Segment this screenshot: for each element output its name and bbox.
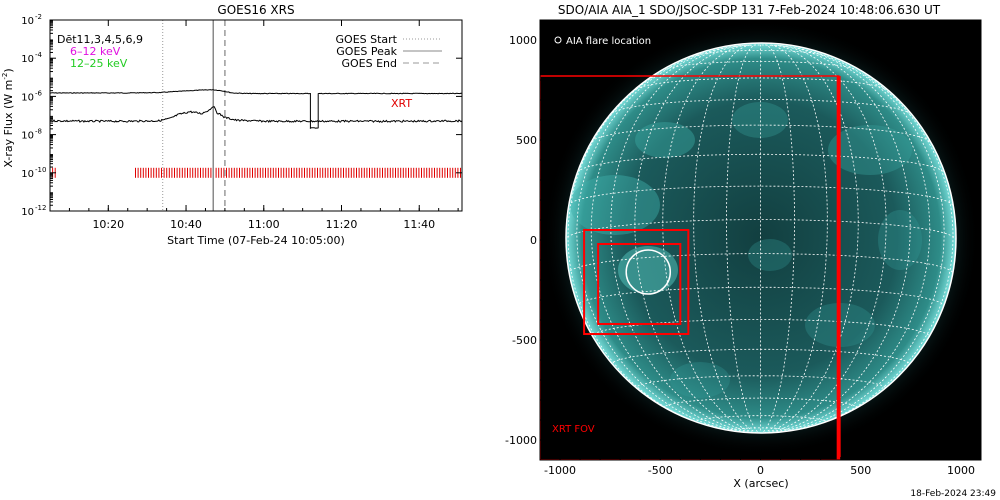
grid-longitude-line <box>610 45 761 433</box>
grid-longitude-line <box>760 44 859 433</box>
grid-latitude-line <box>634 375 887 389</box>
aia-x-tick-label: -500 <box>648 464 673 477</box>
goes-lightcurve-0 <box>50 89 462 129</box>
goes-legend-right: GOES Start GOES Peak GOES End <box>336 33 442 70</box>
goes-x-tick-label: 10:40 <box>170 218 202 231</box>
goes-y-tick-exponent: -4 <box>35 51 43 59</box>
aia-x-tick-label: 0 <box>757 464 764 477</box>
legend-12-25-kev: 12–25 keV <box>70 57 128 70</box>
goes-y-tick-label: 10 <box>21 16 34 27</box>
goes-xrt-label: XRT <box>391 97 412 110</box>
aia-title: SDO/AIA AIA_1 SDO/JSOC-SDP 131 7-Feb-202… <box>558 3 941 17</box>
aia-x-tick-label: 500 <box>850 464 871 477</box>
aia-x-axis-label: X (arcsec) <box>733 477 788 490</box>
legend-goes-peak: GOES Peak <box>336 45 397 58</box>
xrt-pointing-box-1 <box>597 243 682 325</box>
aia-legend-label: AIA flare location <box>566 36 651 47</box>
sun-disk <box>566 43 956 433</box>
goes-y-tick-label: 10 <box>21 131 34 142</box>
aia-x-tick-label: -1000 <box>544 464 576 477</box>
sun-limb <box>565 42 957 434</box>
goes-y-tick-label: 10 <box>21 54 34 65</box>
goes-x-tick-label: 10:20 <box>92 218 124 231</box>
legend-goes-start: GOES Start <box>336 33 398 46</box>
goes-y-axis-label: X-ray Flux (W m-2) <box>1 68 15 167</box>
grid-longitude-line <box>634 44 761 433</box>
grid-longitude-line <box>760 44 887 433</box>
goes-x-tick-label: 11:00 <box>248 218 280 231</box>
goes-y-tick-exponent: -8 <box>35 128 42 136</box>
goes-x-axis: 10:20 10:40 11:00 11:20 11:40 <box>49 20 459 231</box>
grid-longitude-line <box>662 44 761 433</box>
goes-y-tick-exponent: -6 <box>35 89 43 97</box>
aia-panel: SDO/AIA AIA_1 SDO/JSOC-SDP 131 7-Feb-202… <box>505 3 982 490</box>
aia-y-axis: -1000 -500 0 500 1000 <box>505 34 546 447</box>
goes-y-tick-label: 10 <box>21 207 34 218</box>
goes-y-tick-label: 10 <box>21 92 34 103</box>
grid-longitude-line <box>760 44 828 433</box>
aia-y-tick-label: 1000 <box>509 34 537 47</box>
aia-y-tick-label: -500 <box>512 334 537 347</box>
goes-plot-frame <box>49 19 463 212</box>
legend-6-12-kev: 6–12 keV <box>70 45 121 58</box>
goes-plot-area <box>50 20 462 211</box>
aia-x-axis: -1000 -500 0 500 1000 <box>544 454 975 477</box>
grid-longitude-line <box>590 47 761 433</box>
goes-x-axis-label: Start Time (07-Feb-24 10:05:00) <box>167 234 345 247</box>
goes-y-tick-exponent: -2 <box>35 13 42 21</box>
goes-y-tick-exponent: -12 <box>35 204 46 212</box>
aia-x-tick-label: 1000 <box>947 464 975 477</box>
goes-x-tick-label: 11:40 <box>403 218 435 231</box>
flare-location-legend-marker <box>554 36 562 44</box>
goes-legend-left: Dēt11,3,4,5,6,9 6–12 keV 12–25 keV <box>57 33 143 70</box>
aia-legend: AIA flare location <box>554 36 651 47</box>
goes-event-lines <box>162 20 226 211</box>
goes-y-tick-label: 10 <box>21 169 34 180</box>
flare-location-circle <box>625 249 672 295</box>
aia-y-tick-label: 500 <box>516 134 537 147</box>
goes-lightcurve-1 <box>50 106 462 124</box>
active-regions <box>570 102 922 398</box>
aia-boxes <box>540 75 841 460</box>
aia-image: AIA flare location XRT FOV <box>540 20 981 460</box>
footer-timestamp: 18-Feb-2024 23:49 <box>910 489 996 499</box>
grid-longitude-line <box>760 44 795 433</box>
aia-y-tick-label: 0 <box>530 234 537 247</box>
goes-title: GOES16 XRS <box>217 3 294 17</box>
goes-series-group <box>50 89 462 129</box>
xrt-fov-label: XRT FOV <box>552 424 595 435</box>
grid-longitude-line <box>693 44 761 433</box>
grid-latitude-line <box>591 124 930 142</box>
aia-y-tick-label: -1000 <box>505 434 537 447</box>
xrt-pointing-box-0 <box>583 229 690 335</box>
goes-x-tick-label: 11:20 <box>326 218 358 231</box>
grid-longitude-line <box>760 45 911 433</box>
grid-longitude-line <box>726 44 761 433</box>
legend-goes-end: GOES End <box>341 57 397 70</box>
goes-y-tick-exponent: -10 <box>35 166 46 174</box>
xrt-exposure-ticks <box>50 167 462 178</box>
grid-latitude-line <box>662 397 859 409</box>
legend-detectors: Dēt11,3,4,5,6,9 <box>57 33 143 46</box>
